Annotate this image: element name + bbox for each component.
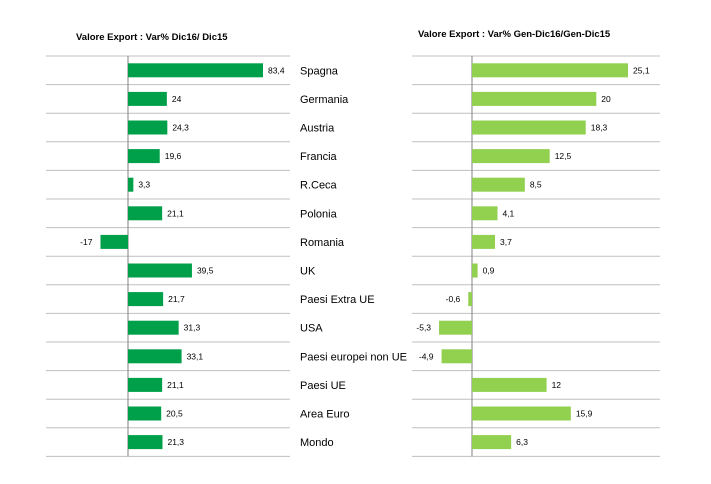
left-data-label: 24,3	[172, 123, 189, 133]
right-bar	[472, 377, 547, 392]
chart-title-right: Valore Export : Var% Gen-Dic16/Gen-Dic15	[418, 29, 611, 40]
chart-panel-right: 25,1 20 18,3 12,5 8,5 4,1 3,7 0,9 -0,6 -5,3 -4,9 12…	[412, 55, 660, 457]
left-data-label: 39,5	[197, 266, 214, 276]
right-bar	[472, 149, 550, 164]
category-label: Area Euro	[300, 409, 350, 421]
left-bar	[128, 263, 192, 278]
category-label: Paesi europei non UE	[300, 351, 407, 363]
left-bar	[128, 177, 134, 192]
left-bar	[128, 292, 164, 307]
right-data-label: 0,9	[483, 266, 495, 276]
category-label: Spagna	[300, 65, 339, 77]
left-bar	[128, 63, 263, 78]
right-bar	[472, 263, 478, 278]
right-bar	[472, 63, 628, 78]
category-label: Francia	[300, 151, 338, 163]
right-bar	[472, 120, 586, 135]
category-label: Paesi UE	[300, 380, 346, 392]
category-label: USA	[300, 323, 323, 335]
right-bar	[472, 406, 571, 421]
left-data-label: 21,1	[167, 380, 184, 390]
left-bar	[128, 349, 182, 364]
category-label: Polonia	[300, 208, 338, 220]
left-data-label: 21,1	[167, 208, 184, 218]
left-data-label: 33,1	[187, 351, 204, 361]
left-bar	[128, 435, 163, 450]
left-data-label: -17	[80, 237, 93, 247]
left-bar	[128, 91, 167, 106]
right-data-label: -5,3	[416, 323, 431, 333]
category-label: Paesi Extra UE	[300, 294, 375, 306]
left-bar	[128, 149, 160, 164]
right-data-label: 12,5	[555, 151, 572, 161]
left-bar	[128, 406, 162, 421]
right-data-label: 8,5	[530, 180, 542, 190]
right-data-label: 4,1	[502, 208, 514, 218]
right-bar	[472, 177, 525, 192]
left-data-label: 21,3	[167, 437, 184, 447]
category-label: Mondo	[300, 437, 334, 449]
category-label: Romania	[300, 237, 345, 249]
right-data-label: 15,9	[576, 409, 593, 419]
right-bar	[441, 349, 472, 364]
category-label: UK	[300, 266, 316, 278]
left-data-label: 24	[172, 94, 182, 104]
right-bar	[472, 206, 498, 221]
chart-title-left: Valore Export : Var% Dic16/ Dic15	[76, 32, 228, 43]
left-bar	[128, 120, 168, 135]
left-bar	[100, 234, 128, 249]
right-bar	[439, 320, 472, 335]
right-data-label: 18,3	[591, 123, 608, 133]
left-data-label: 83,4	[268, 65, 285, 75]
right-bar	[472, 435, 512, 450]
left-data-label: 3,3	[138, 180, 150, 190]
right-data-label: 20	[601, 94, 611, 104]
category-label: Austria	[300, 123, 335, 135]
left-bar	[128, 206, 163, 221]
left-data-label: 31,3	[184, 323, 201, 333]
category-label: R.Ceca	[300, 180, 338, 192]
right-data-label: 12	[552, 380, 562, 390]
left-data-label: 20,5	[166, 409, 183, 419]
category-label: Germania	[300, 94, 349, 106]
right-data-label: -0,6	[446, 294, 461, 304]
right-data-label: 25,1	[633, 65, 650, 75]
right-data-label: -4,9	[419, 351, 434, 361]
chart-panel-left: 83,4 24 24,3 19,6 3,3 21,1 -17 39,5 21,7 31,3 33,1…	[46, 55, 290, 457]
left-data-label: 19,6	[165, 151, 182, 161]
left-bar	[128, 377, 163, 392]
right-data-label: 6,3	[516, 437, 528, 447]
category-labels: Spagna Germania Austria Francia R.Ceca Poloni…	[300, 65, 407, 449]
right-bar	[472, 91, 597, 106]
left-bar	[128, 320, 179, 335]
right-data-label: 3,7	[500, 237, 512, 247]
right-bar	[468, 292, 472, 307]
left-data-label: 21,7	[168, 294, 185, 304]
right-bar	[472, 234, 495, 249]
